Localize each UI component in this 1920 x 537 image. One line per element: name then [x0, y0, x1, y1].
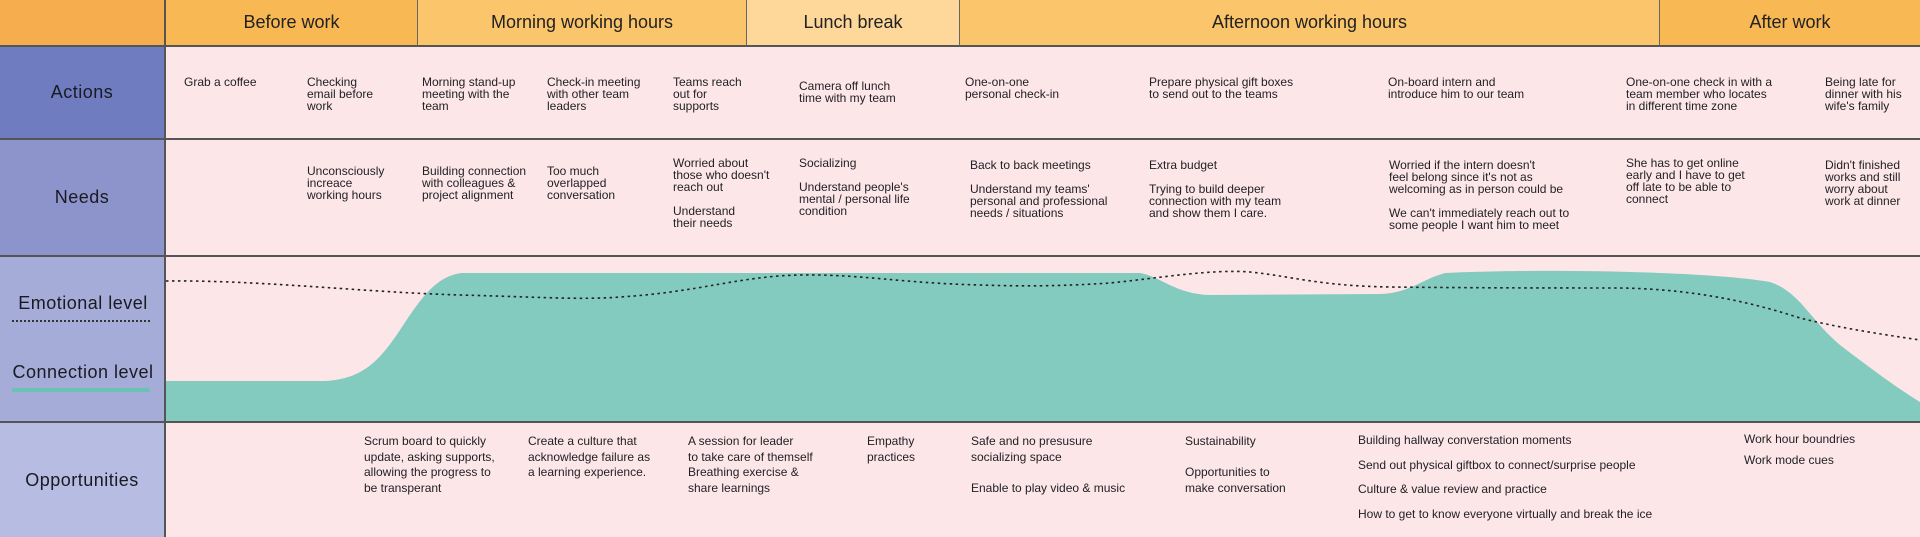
connection-level-area	[166, 270, 1920, 421]
actions-band	[166, 47, 1920, 140]
action-checkin-team-leaders: Check-in meeting with other team leaders	[547, 75, 641, 113]
row-label-opportunities: Opportunities	[0, 423, 166, 537]
need-socializing: Socializing Understand people's mental /…	[799, 156, 910, 218]
opportunity-hallway: Building hallway converstation moments S…	[1358, 433, 1653, 521]
phase-after-work: After work	[1660, 0, 1920, 47]
needs-band	[166, 140, 1920, 257]
opportunity-leader-session: A session for leader to take care of the…	[688, 434, 813, 495]
action-late-dinner: Being late for dinner with his wife's fa…	[1825, 75, 1902, 113]
action-camera-off-lunch: Camera off lunch time with my team	[799, 79, 896, 105]
action-morning-standup: Morning stand-up meeting with the team	[422, 75, 516, 113]
need-unfinished-work: Didn't finished works and still worry ab…	[1825, 158, 1901, 208]
phase-before-work: Before work	[166, 0, 418, 47]
connection-legend-line	[12, 388, 150, 392]
opportunity-work-boundaries: Work hour boundries Work mode cues	[1744, 432, 1856, 467]
phase-label: Before work	[243, 12, 340, 32]
need-working-hours: Unconsciously increace working hours	[307, 164, 385, 202]
action-one-on-one: One-on-one personal check-in	[965, 75, 1060, 101]
need-overlapped-conversation: Too much overlapped conversation	[547, 164, 616, 202]
emotion-connection-graph	[166, 270, 1920, 421]
row-label-actions: Actions	[0, 47, 166, 140]
opportunity-sustainability: Sustainability Opportunities to make con…	[1185, 434, 1286, 495]
opportunity-failure-culture: Create a culture that acknowledge failur…	[528, 434, 651, 479]
emotional-legend-line	[12, 320, 150, 322]
need-extra-budget: Extra budget Trying to build deeper conn…	[1149, 158, 1282, 220]
row-label-needs: Needs	[0, 140, 166, 257]
header-corner	[0, 0, 166, 47]
phase-label: Morning working hours	[490, 12, 674, 32]
action-onboard-intern: On-board intern and introduce him to our…	[1388, 75, 1525, 101]
need-back-to-back: Back to back meetings Understand my team…	[970, 158, 1108, 220]
need-worried-reach-out: Worried about those who doesn't reach ou…	[673, 156, 770, 230]
opportunity-scrum-board: Scrum board to quickly update, asking su…	[364, 434, 495, 495]
phase-label: Afternoon working hours	[1211, 12, 1408, 32]
phase-label: Lunch break	[803, 12, 903, 32]
connection-level-label: Connection level	[12, 362, 154, 382]
row-label-levels: Emotional level Connection level	[0, 257, 166, 423]
emotional-level-line	[166, 270, 1920, 341]
phase-lunch-break: Lunch break	[747, 0, 960, 47]
need-online-early: She has to get online early and I have t…	[1626, 156, 1745, 206]
need-building-connection: Building connection with colleagues & pr…	[422, 164, 527, 202]
phase-label: After work	[1749, 12, 1831, 32]
action-grab-coffee: Grab a coffee	[184, 75, 257, 89]
phase-morning-working-hours: Morning working hours	[418, 0, 747, 47]
emotional-level-label: Emotional level	[18, 293, 148, 313]
opportunity-socializing-space: Safe and no presusure socializing space …	[971, 434, 1126, 495]
action-checking-email: Checking email before work	[307, 75, 374, 113]
action-checkin-time-zone: One-on-one check in with a team member w…	[1626, 75, 1773, 113]
need-intern-belong: Worried if the intern doesn't feel belon…	[1389, 158, 1570, 232]
action-gift-boxes: Prepare physical gift boxes to send out …	[1149, 75, 1294, 101]
phase-afternoon-working-hours: Afternoon working hours	[960, 0, 1660, 47]
action-teams-reach-out: Teams reach out for supports	[673, 75, 742, 113]
opportunity-empathy: Empathy practices	[867, 434, 916, 464]
